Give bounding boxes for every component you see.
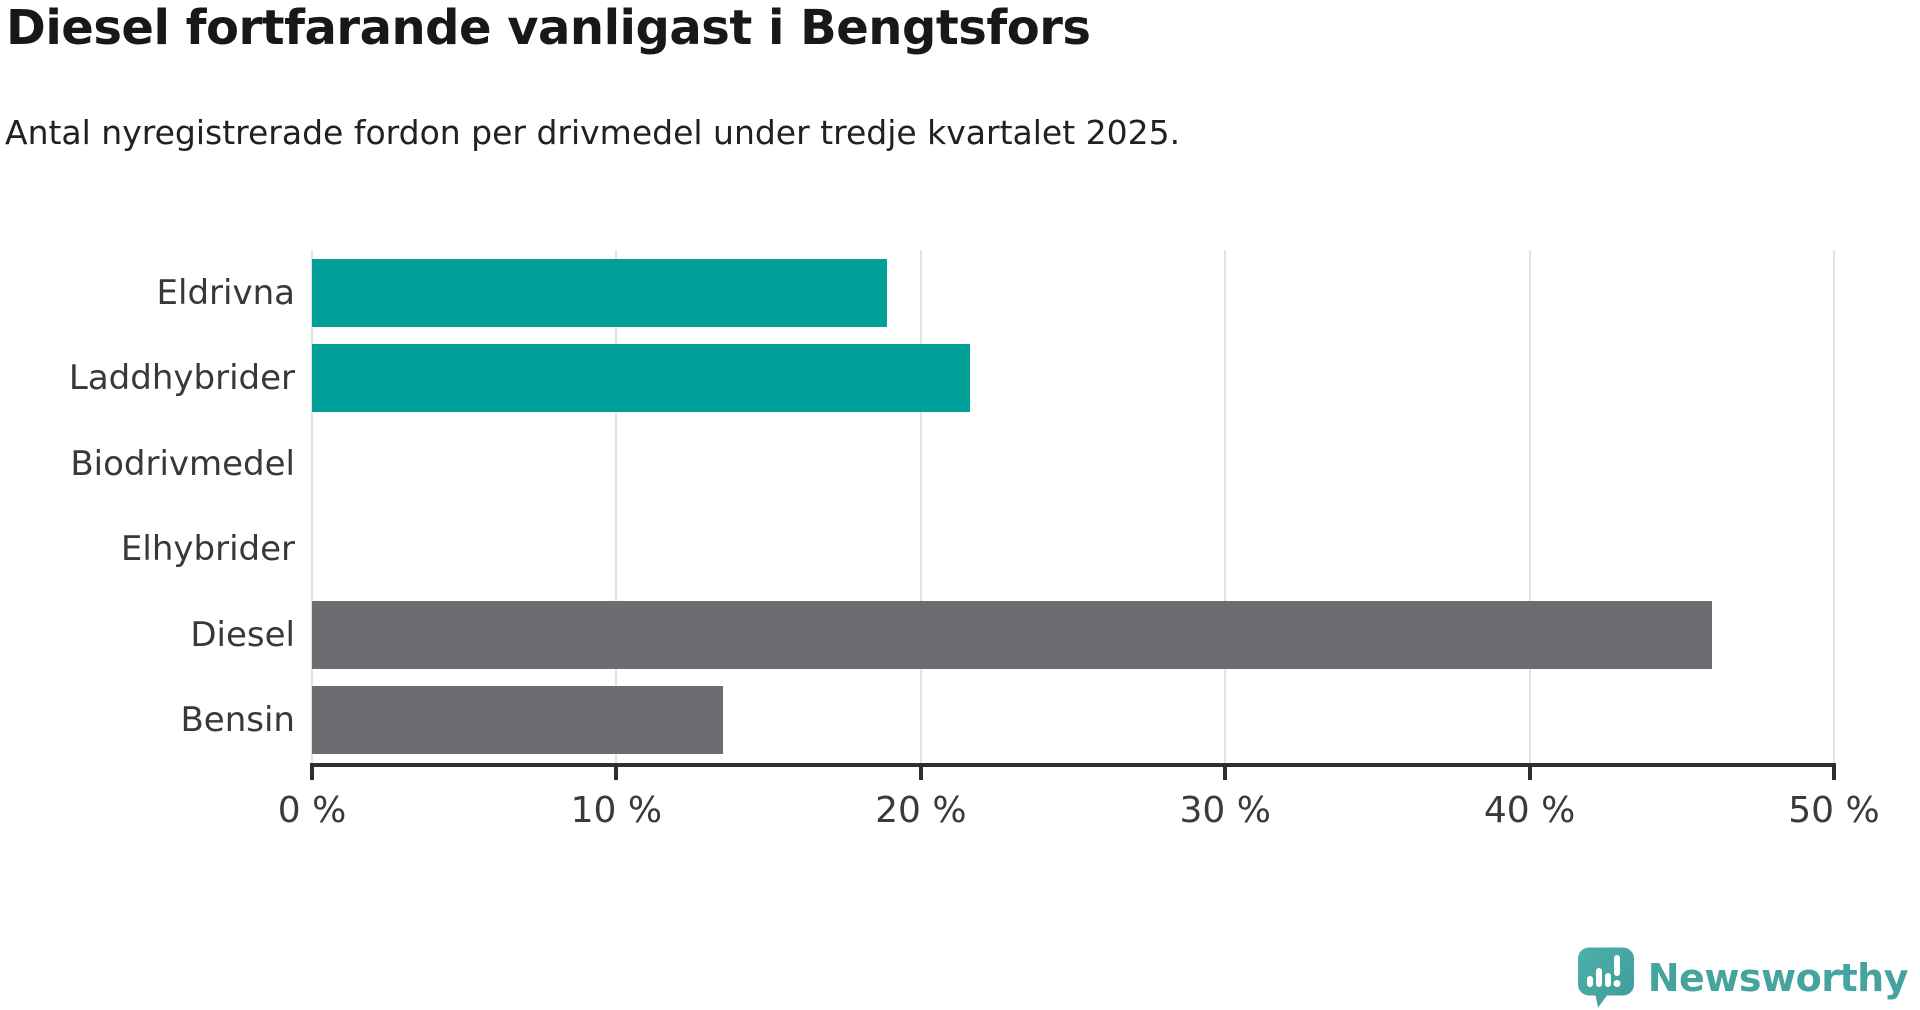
tick-label-0-percent: 0 % <box>277 790 347 831</box>
bar-laddhybrider <box>312 344 970 413</box>
category-label-elhybrider: Elhybrider <box>120 529 295 570</box>
tick-mark-20-percent <box>918 765 923 780</box>
bar-chart-plot-area: Eldrivna Laddhybrider Biodrivmedel Elhybrid… <box>69 250 1880 831</box>
tick-mark-40-percent <box>1527 765 1532 780</box>
gridline-30-percent <box>1224 250 1227 763</box>
newsworthy-logo-icon <box>1577 947 1634 1008</box>
chart-title: Diesel fortfarande vanligast i Bengtsfor… <box>6 0 1091 56</box>
category-label-bensin: Bensin <box>180 700 295 741</box>
newsworthy-logo: Newsworthy <box>1577 947 1909 1008</box>
bar-row-diesel: Diesel <box>190 592 1834 678</box>
category-label-eldrivna: Eldrivna <box>156 272 295 313</box>
bar-row-bensin: Bensin <box>180 678 1834 764</box>
tick-label-20-percent: 20 % <box>875 790 967 831</box>
bar-eldrivna <box>312 258 888 327</box>
gridline-50-percent <box>1833 250 1835 763</box>
category-label-biodrivmedel: Biodrivmedel <box>70 443 295 484</box>
bar-row-laddhybrider: Laddhybrider <box>69 336 1834 422</box>
tick-label-40-percent: 40 % <box>1483 790 1576 831</box>
bar-row-elhybrider: Elhybrider <box>121 507 1834 593</box>
tick-label-10-percent: 10 % <box>570 790 663 831</box>
tick-label-30-percent: 30 % <box>1179 790 1271 831</box>
bar-diesel <box>312 600 1713 669</box>
bar-row-eldrivna: Eldrivna <box>157 250 1834 336</box>
gridline-10-percent <box>615 250 618 763</box>
chart-subtitle: Antal nyregistrerade fordon per drivmede… <box>5 113 1181 152</box>
tick-label-50-percent: 50 % <box>1788 790 1880 831</box>
gridline-40-percent <box>1528 250 1531 763</box>
tick-mark-50-percent <box>1832 765 1836 780</box>
gridline-0-percent <box>311 250 313 763</box>
tick-mark-10-percent <box>614 765 619 780</box>
category-label-diesel: Diesel <box>190 614 295 655</box>
tick-mark-0-percent <box>310 765 314 780</box>
newsworthy-logo-text: Newsworthy <box>1647 955 1909 1000</box>
x-axis-line <box>310 763 1836 767</box>
gridline-20-percent <box>919 250 922 763</box>
category-label-laddhybrider: Laddhybrider <box>68 358 295 399</box>
bar-row-biodrivmedel: Biodrivmedel <box>70 421 1834 507</box>
tick-mark-30-percent <box>1223 765 1228 780</box>
bar-bensin <box>312 686 723 755</box>
